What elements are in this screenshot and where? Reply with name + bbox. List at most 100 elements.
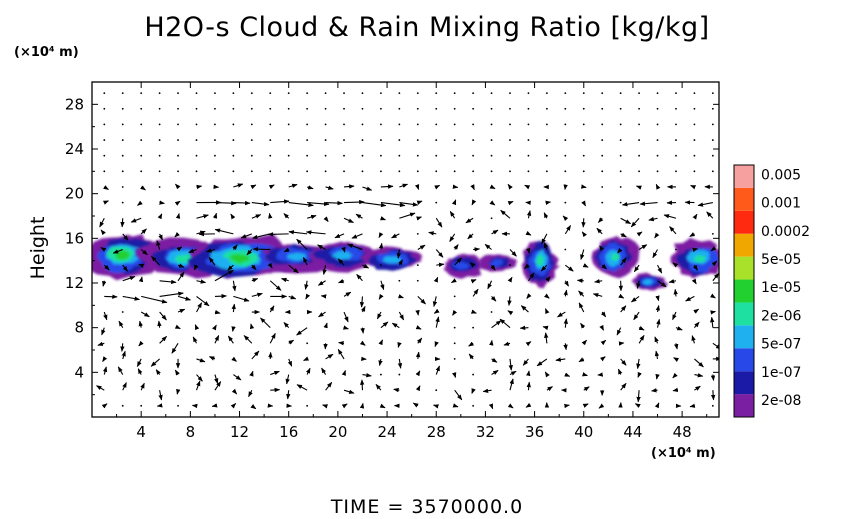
wind-arrow <box>214 200 237 206</box>
colorbar-swatch <box>734 302 754 326</box>
wind-arrow <box>562 215 569 222</box>
wind-arrow <box>712 342 719 350</box>
wind-arrow <box>564 403 570 409</box>
wind-dot <box>140 107 143 110</box>
wind-arrow <box>526 293 532 299</box>
wind-arrow <box>655 183 661 190</box>
wind-dot <box>638 139 640 141</box>
wind-arrow <box>415 370 421 377</box>
wind-dot <box>195 107 198 110</box>
wind-arrow <box>621 202 640 207</box>
wind-arrow <box>355 213 363 219</box>
wind-arrow <box>359 340 366 346</box>
wind-arrow <box>412 402 419 408</box>
wind-dot <box>214 92 216 95</box>
wind-dot <box>601 92 604 95</box>
wind-dot <box>250 123 253 126</box>
wind-arrow <box>473 247 481 252</box>
wind-dot <box>509 92 511 95</box>
wind-arrow <box>416 216 423 221</box>
wind-arrow <box>655 373 660 380</box>
wind-dot <box>472 170 475 173</box>
wind-dot <box>287 139 290 141</box>
wind-arrow <box>269 305 275 313</box>
wind-dot <box>324 154 327 157</box>
wind-dot <box>619 170 622 173</box>
wind-arrow <box>669 226 677 235</box>
wind-arrow <box>212 324 217 331</box>
wind-dot <box>324 139 327 141</box>
wind-dot <box>564 170 567 173</box>
wind-arrow <box>285 374 290 385</box>
wind-dot <box>416 279 419 282</box>
wind-arrow <box>693 264 698 271</box>
wind-arrow <box>249 370 254 377</box>
y-tick-label: 24 <box>65 140 84 158</box>
wind-arrow <box>654 336 659 344</box>
wind-arrow <box>582 403 589 408</box>
y-axis-unit: (×10⁴ m) <box>14 45 79 60</box>
wind-dot <box>195 139 198 141</box>
wind-arrow <box>112 248 123 254</box>
wind-dot <box>509 170 511 173</box>
wind-dot <box>435 139 438 141</box>
wind-arrow <box>706 211 714 219</box>
wind-arrow <box>342 325 349 330</box>
wind-dot <box>564 201 567 204</box>
wind-dot <box>564 107 567 110</box>
wind-arrow <box>433 308 440 314</box>
wind-arrow <box>320 294 327 299</box>
wind-dot <box>619 123 622 126</box>
wind-arrow <box>526 248 531 254</box>
wind-arrow <box>341 403 348 409</box>
wind-arrow <box>130 217 142 223</box>
cloud-region <box>591 235 640 279</box>
wind-arrow <box>305 293 311 300</box>
wind-dot <box>306 404 309 407</box>
wind-arrow <box>432 296 438 308</box>
wind-arrow <box>362 186 373 191</box>
wind-arrow <box>673 357 680 362</box>
wind-arrow <box>663 214 677 219</box>
wind-arrow <box>195 380 201 391</box>
wind-arrow <box>325 185 334 190</box>
wind-dot <box>398 154 401 157</box>
wind-arrow <box>267 262 273 269</box>
wind-arrow <box>140 185 146 191</box>
wind-dot <box>490 170 493 173</box>
wind-arrow <box>270 387 281 393</box>
colorbar-label: 0.0002 <box>761 224 810 240</box>
wind-arrow <box>710 316 715 328</box>
wind-arrow <box>620 358 627 366</box>
wind-arrow <box>472 288 479 297</box>
wind-dot <box>675 170 677 173</box>
wind-arrow <box>341 369 346 376</box>
wind-dot <box>638 154 640 157</box>
wind-arrow <box>338 341 345 346</box>
wind-arrow <box>563 289 568 297</box>
wind-arrow <box>580 249 585 261</box>
wind-dot <box>361 107 364 110</box>
wind-arrow <box>251 214 262 219</box>
wind-dot <box>306 107 309 110</box>
wind-dot <box>195 92 198 95</box>
wind-dot <box>306 170 309 173</box>
wind-dot <box>619 107 622 110</box>
wind-arrow <box>268 184 275 190</box>
wind-arrow <box>359 296 365 308</box>
wind-dot <box>675 139 677 141</box>
wind-dot <box>306 123 309 126</box>
wind-dot <box>711 139 714 141</box>
wind-dot <box>324 170 327 173</box>
wind-dot <box>343 123 345 126</box>
wind-arrow <box>509 378 514 391</box>
cloud-level <box>538 254 544 265</box>
wind-dot <box>416 139 419 141</box>
wind-dot <box>121 404 124 407</box>
wind-arrow <box>157 320 162 328</box>
wind-arrow <box>378 232 384 238</box>
wind-arrow <box>376 311 382 320</box>
wind-dot <box>398 170 401 173</box>
wind-dot <box>416 264 419 267</box>
wind-arrow <box>416 337 423 344</box>
